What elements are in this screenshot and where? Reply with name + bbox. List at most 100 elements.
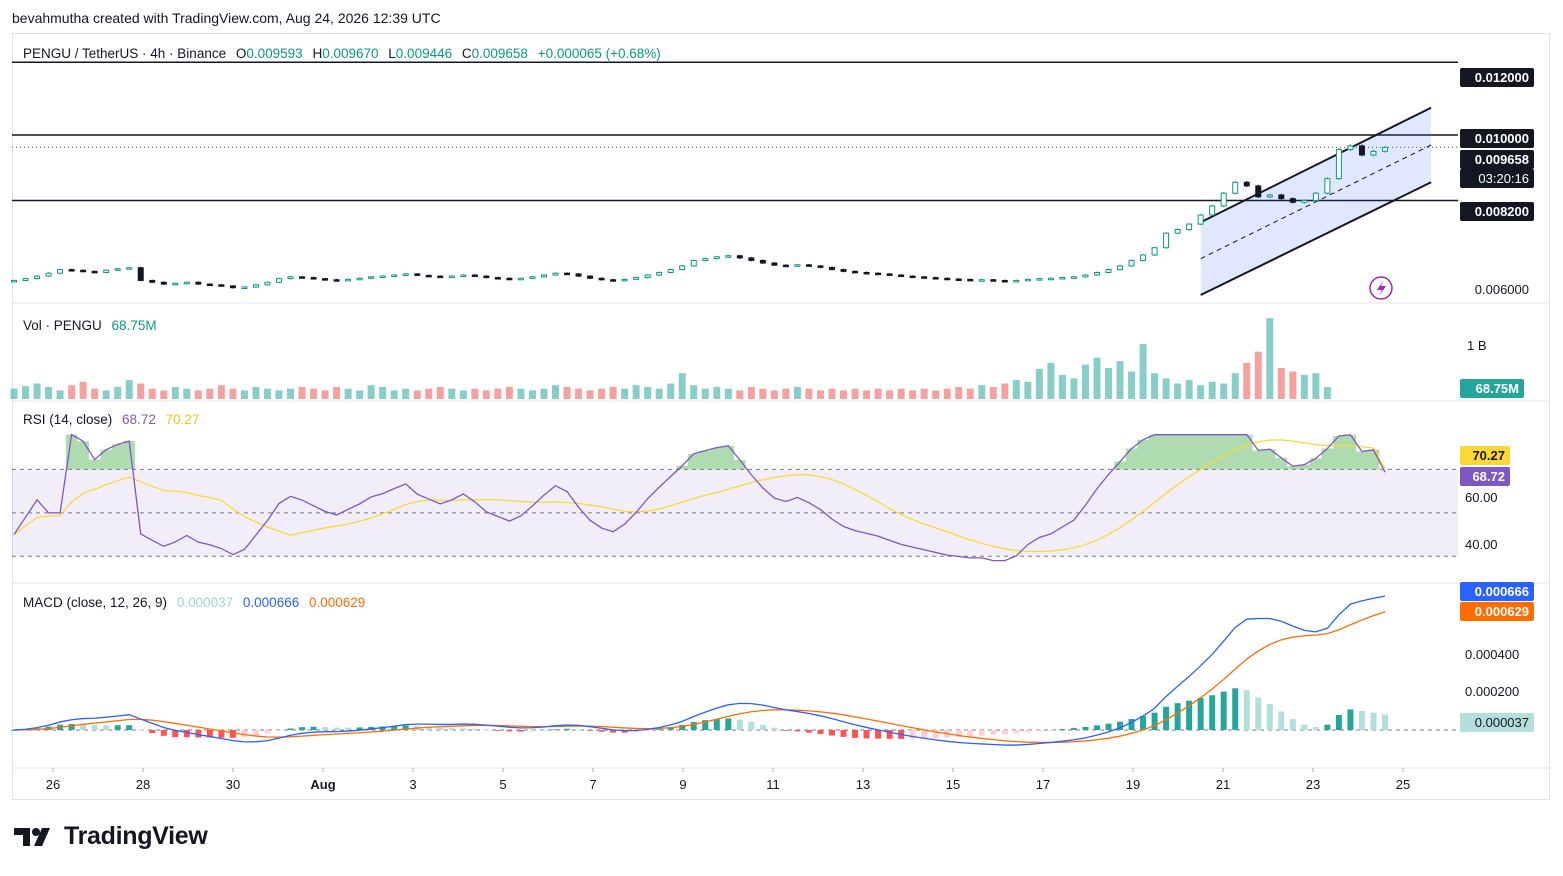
volume-bar (356, 390, 364, 399)
volume-bar (1139, 343, 1147, 399)
volume-bar (91, 388, 99, 399)
volume-bar (863, 390, 871, 399)
macd-hist-bar (1197, 697, 1204, 730)
candle-body (275, 278, 282, 283)
volume-bar (678, 373, 686, 399)
candle-body (1278, 194, 1285, 200)
macd-hist-bar (863, 730, 870, 739)
macd-hist-bar (1059, 729, 1066, 730)
volume-bar (413, 390, 421, 399)
macd-hist-bar (679, 724, 686, 730)
macd-hist-bar (817, 730, 824, 734)
candle-body (91, 270, 98, 274)
volume-bar (632, 385, 640, 399)
main-legend: PENGU / TetherUS · 4h · Binance O0.00959… (23, 46, 667, 61)
candle-body (1151, 247, 1158, 256)
candle-body (1289, 198, 1296, 203)
macd-axis-0004: 0.000400 (1465, 647, 1520, 662)
macd-hist-bar (218, 730, 225, 738)
volume-bar (1162, 378, 1170, 399)
symbol-label[interactable]: PENGU / TetherUS · 4h · Binance (23, 46, 227, 61)
volume-bar (1001, 383, 1009, 399)
candle-body (633, 277, 640, 280)
alert-icon-bolt (1377, 281, 1386, 296)
volume-bar (886, 390, 894, 399)
macd-hist-bar (1047, 730, 1054, 731)
volume-bar (943, 388, 951, 399)
volume-bar (874, 388, 882, 399)
candle-body (80, 269, 87, 273)
macd-title[interactable]: MACD (close, 12, 26, 9) (23, 595, 168, 610)
macd-hist-bar (529, 730, 536, 732)
macd-hist-bar (955, 730, 962, 737)
volume-bar (955, 386, 963, 399)
volume-bar (344, 388, 352, 399)
rsi-ma-value: 70.27 (165, 412, 200, 427)
candle-body (437, 275, 444, 279)
volume-bar (436, 386, 444, 399)
candle-body (229, 285, 236, 289)
candle-body (391, 274, 398, 277)
time-axis-label: 30 (226, 777, 240, 792)
macd-hist-bar (1001, 730, 1008, 735)
volume-bar (609, 386, 617, 399)
candle-body (1117, 265, 1124, 271)
rsi-value: 68.72 (122, 412, 156, 427)
candle-body (540, 274, 547, 278)
volume-bar (1243, 362, 1251, 399)
macd-hist-bar (667, 727, 674, 730)
volume-bar (1012, 380, 1020, 399)
tradingview-logo[interactable]: TradingView (14, 822, 208, 851)
macd-hist-bar (1024, 730, 1031, 733)
candle-body (241, 286, 248, 289)
candle-body (564, 272, 571, 276)
candle-body (517, 277, 524, 281)
macd-hist-bar (1174, 703, 1181, 730)
macd-hist-bar (195, 730, 202, 738)
candle-body (299, 276, 306, 279)
volume-axis-label: 1 B (1467, 338, 1487, 353)
level-badge-0120: 0.012000 (1460, 68, 1534, 87)
volume-bar (114, 386, 122, 399)
candle-body (667, 269, 674, 273)
volume-bar (724, 388, 732, 399)
chart-frame (12, 33, 1550, 800)
candle-body (978, 279, 985, 282)
chart-credit: bevahmutha created with TradingView.com,… (12, 10, 441, 26)
macd-hist-bar (725, 718, 732, 730)
candle-body (644, 274, 651, 279)
candle-body (471, 274, 478, 277)
time-axis-label: 15 (946, 777, 960, 792)
macd-hist-bar (840, 730, 847, 737)
volume-bar (229, 388, 237, 399)
volume-bar (759, 388, 767, 399)
candle-body (587, 275, 594, 279)
volume-title[interactable]: Vol · PENGU (23, 318, 102, 333)
time-axis-label: Aug (310, 777, 335, 792)
candle-body (771, 262, 778, 266)
volume-bar (1151, 373, 1159, 399)
candle-body (575, 273, 582, 277)
macd-hist-bar (736, 719, 743, 730)
volume-bar (782, 388, 790, 399)
candle-body (1070, 276, 1077, 279)
candle-body (598, 277, 605, 281)
volume-bar (621, 388, 629, 399)
volume-bar (966, 388, 974, 399)
rsi-title[interactable]: RSI (14, close) (23, 412, 113, 427)
countdown-badge: 03:20:16 (1460, 169, 1534, 188)
candle-body (702, 258, 709, 261)
candle-body (402, 273, 409, 276)
rsi-axis-60: 60.00 (1465, 490, 1498, 505)
candle-body (1013, 279, 1020, 283)
volume-bar (367, 385, 375, 399)
candle-body (944, 277, 951, 281)
macd-hist-bar (483, 729, 490, 731)
time-axis-label: 9 (679, 777, 686, 792)
macd-hist-bar (1163, 706, 1170, 730)
candle-body (137, 267, 144, 281)
volume-bar (402, 388, 410, 399)
volume-bar (206, 388, 214, 399)
volume-bar (1312, 373, 1320, 399)
